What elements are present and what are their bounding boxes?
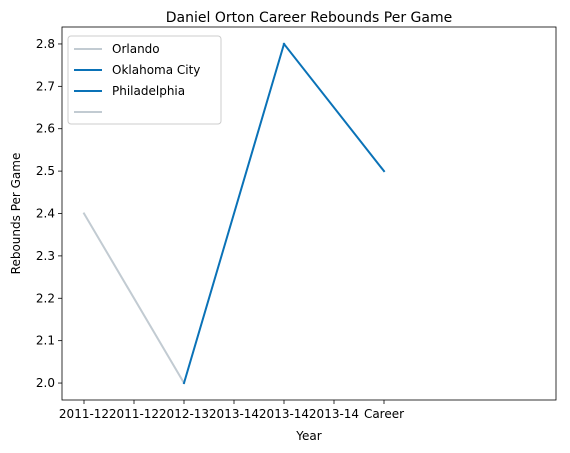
- legend: Orlando Oklahoma City Philadelphia: [67, 35, 222, 125]
- x-tick-label: 2013-14: [209, 407, 259, 421]
- x-tick-label: 2013-14: [259, 407, 309, 421]
- y-tick-label: 2.3: [36, 249, 55, 263]
- legend-frame: [67, 35, 222, 125]
- y-axis-label: Rebounds Per Game: [9, 153, 23, 275]
- y-tick-label: 2.7: [36, 79, 55, 93]
- y-tick-label: 2.4: [36, 207, 55, 221]
- x-tick-label: 2011-12: [59, 407, 109, 421]
- plot-area: [82, 42, 386, 385]
- series-line-1: [182, 42, 286, 385]
- y-axis: 2.0 2.1 2.2 2.3 2.4 2.5 2.6 2.7 2.8: [36, 37, 62, 390]
- y-tick-label: 2.1: [36, 334, 55, 348]
- x-axis-label: Year: [295, 429, 321, 443]
- x-tick-label: 2011-12: [109, 407, 159, 421]
- x-tick-label: 2013-14: [309, 407, 359, 421]
- y-tick-label: 2.6: [36, 122, 55, 136]
- legend-label: Oklahoma City: [112, 63, 200, 77]
- y-tick-label: 2.0: [36, 376, 55, 390]
- chart-title: Daniel Orton Career Rebounds Per Game: [166, 10, 452, 26]
- legend-label: Orlando: [112, 42, 160, 56]
- x-tick-label: 2012-13: [159, 407, 209, 421]
- legend-label: Philadelphia: [112, 84, 185, 98]
- x-axis: 2011-12 2011-12 2012-13 2013-14 2013-14 2013-…: [59, 400, 404, 421]
- series-line-0: [82, 212, 186, 385]
- series-line-2: [282, 42, 386, 173]
- y-tick-label: 2.5: [36, 164, 55, 178]
- y-tick-label: 2.8: [36, 37, 55, 51]
- y-tick-label: 2.2: [36, 291, 55, 305]
- x-tick-label: Career: [364, 407, 404, 421]
